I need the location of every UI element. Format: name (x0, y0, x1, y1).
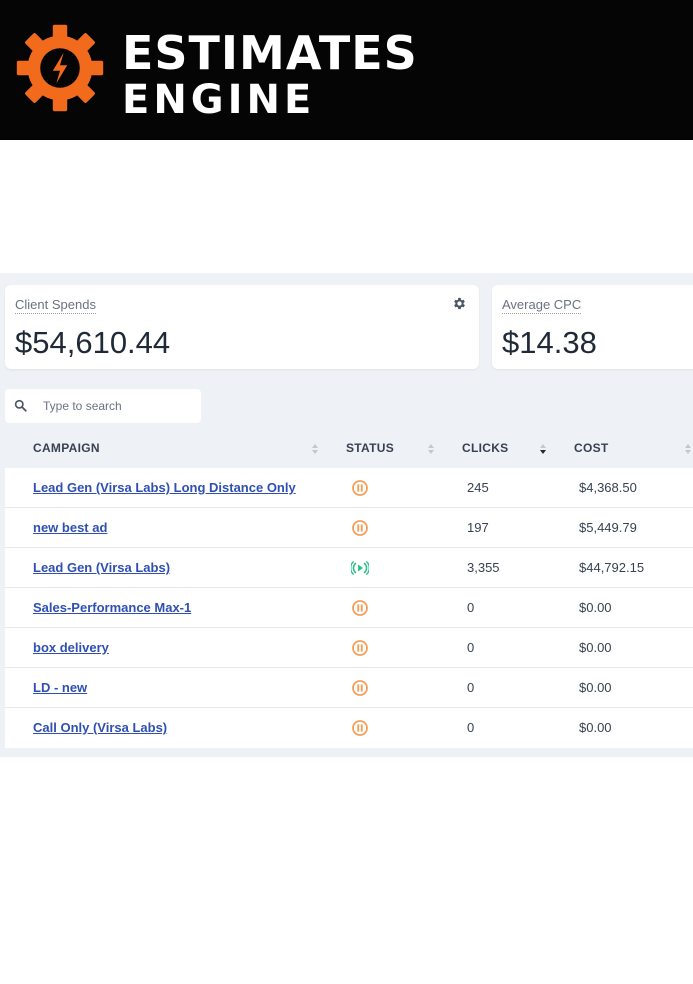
table-row: new best ad 197 $5,449.79 (5, 508, 693, 548)
campaign-link[interactable]: Lead Gen (Virsa Labs) Long Distance Only (33, 480, 296, 495)
brand-line-1: ESTIMATES (122, 26, 418, 80)
clicks-value: 0 (467, 680, 475, 695)
sort-icon[interactable] (427, 443, 435, 455)
campaigns-table: Lead Gen (Virsa Labs) Long Distance Only… (5, 468, 693, 748)
table-row: Call Only (Virsa Labs) 0 $0.00 (5, 708, 693, 748)
client-spends-value: $54,610.44 (15, 325, 171, 360)
average-cpc-card: Average CPC $14.38 (492, 285, 693, 369)
campaign-link[interactable]: box delivery (33, 640, 109, 655)
clicks-value: 0 (467, 720, 475, 735)
column-header-campaign[interactable]: CAMPAIGN (33, 441, 100, 455)
clicks-value: 197 (467, 520, 489, 535)
brand-header: ESTIMATES ENGINE (0, 0, 693, 140)
paused-status-icon (352, 720, 368, 736)
brand-wordmark: ESTIMATES ENGINE (122, 30, 418, 120)
table-row: LD - new 0 $0.00 (5, 668, 693, 708)
clicks-value: 0 (467, 640, 475, 655)
column-header-status[interactable]: STATUS (346, 441, 395, 455)
paused-status-icon (352, 640, 368, 656)
search-input[interactable] (43, 397, 193, 415)
clicks-value: 0 (467, 600, 475, 615)
clicks-value: 3,355 (467, 560, 500, 575)
brand-line-2: ENGINE (122, 77, 316, 123)
campaign-link[interactable]: Lead Gen (Virsa Labs) (33, 560, 171, 575)
sort-icon[interactable] (684, 443, 692, 455)
cost-value: $0.00 (579, 720, 612, 735)
client-spends-label: Client Spends (15, 297, 96, 314)
table-row: box delivery 0 $0.00 (5, 628, 693, 668)
paused-status-icon (352, 680, 368, 696)
gear-icon[interactable] (452, 296, 467, 311)
average-cpc-value: $14.38 (502, 325, 597, 360)
campaign-link[interactable]: LD - new (33, 680, 88, 695)
paused-status-icon (352, 480, 368, 496)
column-header-cost[interactable]: COST (574, 441, 609, 455)
table-row: Lead Gen (Virsa Labs) 3,355 $44,792.15 (5, 548, 693, 588)
cost-value: $44,792.15 (579, 560, 645, 575)
table-row: Sales-Performance Max-1 0 $0.00 (5, 588, 693, 628)
cost-value: $0.00 (579, 600, 612, 615)
paused-status-icon (352, 520, 368, 536)
campaign-link[interactable]: Call Only (Virsa Labs) (33, 720, 168, 735)
dashboard-panel: Client Spends $54,610.44 Average CPC $14… (0, 273, 693, 757)
column-header-clicks[interactable]: CLICKS (462, 441, 509, 455)
lightning-gear-logo-icon (16, 24, 104, 112)
paused-status-icon (352, 600, 368, 616)
campaign-link[interactable]: Sales-Performance Max-1 (33, 600, 192, 615)
cost-value: $4,368.50 (579, 480, 637, 495)
active-broadcast-status-icon (351, 561, 369, 575)
average-cpc-label: Average CPC (502, 297, 582, 314)
sort-descending-icon[interactable] (539, 443, 547, 455)
client-spends-card: Client Spends $54,610.44 (5, 285, 479, 369)
search-box (5, 389, 201, 423)
clicks-value: 245 (467, 480, 489, 495)
search-icon (14, 399, 27, 412)
cost-value: $0.00 (579, 680, 612, 695)
campaign-link[interactable]: new best ad (33, 520, 108, 535)
cost-value: $5,449.79 (579, 520, 637, 535)
cost-value: $0.00 (579, 640, 612, 655)
table-row: Lead Gen (Virsa Labs) Long Distance Only… (5, 468, 693, 508)
sort-icon[interactable] (311, 443, 319, 455)
